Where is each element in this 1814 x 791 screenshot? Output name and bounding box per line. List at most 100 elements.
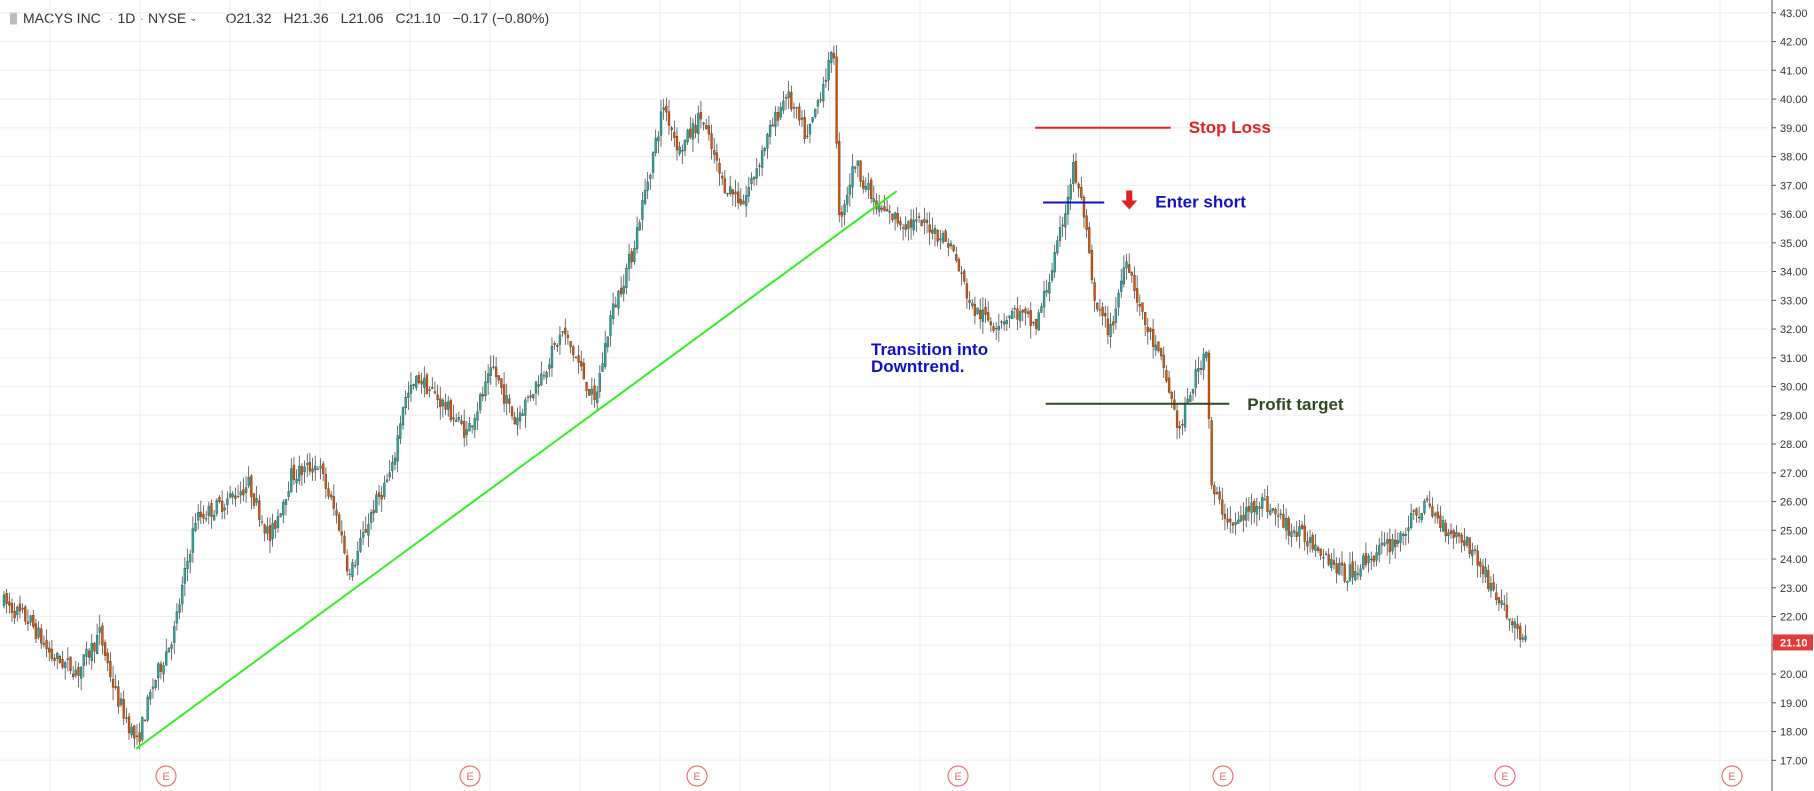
candle-body xyxy=(239,491,242,496)
candle-body xyxy=(314,465,317,471)
earnings-marker-label: E xyxy=(954,771,961,783)
symbol-name[interactable]: MACYS INC xyxy=(23,10,101,26)
candle-body xyxy=(114,686,117,688)
candle-body xyxy=(388,472,391,478)
candle-body xyxy=(322,463,325,475)
candle-body xyxy=(2,594,6,606)
candle-body xyxy=(760,150,764,168)
earnings-marker-circle xyxy=(1494,765,1516,787)
candle-body xyxy=(750,178,753,185)
candle-body xyxy=(678,146,681,154)
candle-body xyxy=(721,175,724,179)
candle-body xyxy=(1250,502,1253,514)
candle-body xyxy=(1061,224,1064,227)
candle-body xyxy=(1034,318,1038,329)
candle-body xyxy=(909,219,913,228)
price-tick-label: 34.00 xyxy=(1780,267,1808,279)
candle-body xyxy=(939,238,942,241)
candle-body xyxy=(649,174,652,179)
candle-body xyxy=(1016,308,1019,320)
candle-body xyxy=(1521,637,1525,640)
candle-body xyxy=(715,152,719,161)
price-tick-label: 27.00 xyxy=(1780,468,1808,480)
candle-body xyxy=(170,644,173,649)
candle-body xyxy=(920,220,923,227)
candle-body xyxy=(119,698,123,705)
candle-body xyxy=(361,532,365,538)
candle-body xyxy=(1165,370,1168,382)
candle-body xyxy=(673,131,676,138)
candle-body xyxy=(1481,565,1485,575)
price-tick-label: 33.00 xyxy=(1780,295,1808,307)
separator-dot: · xyxy=(108,10,114,26)
candle-body xyxy=(510,406,514,417)
candle-body xyxy=(830,52,833,63)
candle-body xyxy=(1098,309,1102,311)
candle-body xyxy=(957,259,961,271)
candle-body xyxy=(572,346,575,356)
candle-body xyxy=(1154,344,1157,351)
candle-body xyxy=(1335,563,1338,574)
stop-loss-label: Stop Loss xyxy=(1189,118,1271,137)
chevron-down-icon[interactable]: ⌄ xyxy=(189,12,198,24)
candle-body xyxy=(218,497,221,503)
price-tick-label: 35.00 xyxy=(1780,238,1808,250)
candle-body xyxy=(316,468,320,470)
candle-body xyxy=(1026,311,1030,314)
candle-body xyxy=(1370,558,1373,561)
candle-body xyxy=(657,136,660,142)
candle-body xyxy=(181,584,184,605)
candle-body xyxy=(502,384,506,404)
candle-body xyxy=(1167,377,1171,393)
price-tick-label: 26.00 xyxy=(1780,497,1808,509)
candle-body xyxy=(997,325,1000,331)
candle-body xyxy=(327,488,330,497)
candle-body xyxy=(702,122,705,125)
candle-body xyxy=(367,524,370,536)
candle-body xyxy=(864,186,867,190)
candle-body xyxy=(1332,560,1336,565)
candle-body xyxy=(1409,513,1413,528)
interval-label[interactable]: 1D xyxy=(117,10,136,26)
candle-body xyxy=(338,514,341,531)
candle-body xyxy=(965,283,969,299)
candle-body xyxy=(697,113,700,134)
candle-body xyxy=(1354,571,1357,581)
candle-body xyxy=(862,180,865,189)
candle-body xyxy=(1234,521,1237,525)
candle-body xyxy=(529,395,532,398)
candle-body xyxy=(258,500,261,520)
price-tick-label: 28.00 xyxy=(1780,439,1808,451)
candle-body xyxy=(1018,311,1022,322)
price-tick-label: 39.00 xyxy=(1780,123,1808,135)
candle-body xyxy=(223,507,226,511)
candle-body xyxy=(686,129,689,143)
candle-body xyxy=(1080,186,1083,198)
candle-body xyxy=(1511,621,1514,626)
candle-body xyxy=(1149,328,1152,332)
candle-body xyxy=(1247,505,1251,512)
candle-body xyxy=(971,302,974,306)
enter-short-label: Enter short xyxy=(1155,193,1246,212)
candle-body xyxy=(40,628,43,644)
candle-body xyxy=(1040,306,1043,313)
candle-body xyxy=(175,611,179,624)
exchange-label[interactable]: NYSE xyxy=(148,10,187,26)
candle-body xyxy=(497,375,500,381)
candle-body xyxy=(1500,600,1503,605)
candle-body xyxy=(279,513,282,517)
candle-body xyxy=(234,495,237,499)
candle-body xyxy=(32,615,35,627)
candle-body xyxy=(659,111,663,136)
candle-body xyxy=(292,464,296,480)
candle-body xyxy=(622,285,625,294)
candle-body xyxy=(1194,369,1197,389)
candle-body xyxy=(1276,515,1280,517)
candle-body xyxy=(883,206,886,212)
candle-body xyxy=(561,331,564,333)
candle-body xyxy=(425,374,429,395)
candle-body xyxy=(1069,184,1072,200)
candle-body xyxy=(593,385,596,400)
